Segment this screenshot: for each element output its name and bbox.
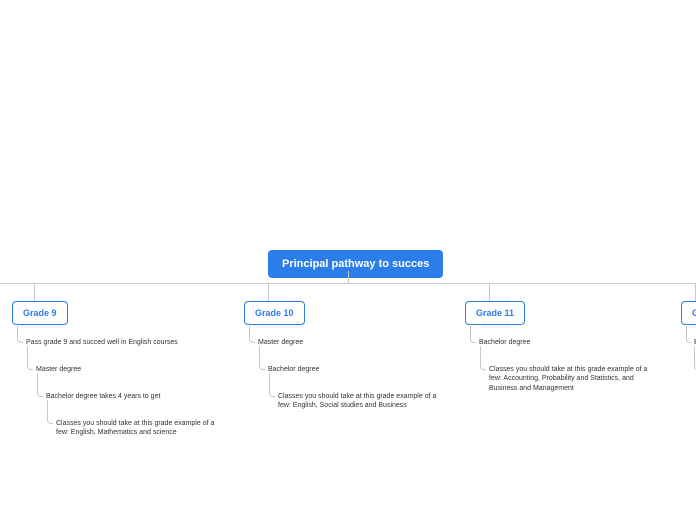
connector [47,400,53,424]
grade-12-node[interactable]: Gra [681,301,696,325]
grade-9-item: Classes you should take at this grade ex… [56,419,226,438]
connector [268,283,269,301]
grade-11-item: Bachelor degree [479,338,530,347]
connector [37,373,43,397]
grade-11-node[interactable]: Grade 11 [465,301,525,325]
connector [348,271,349,283]
connector [269,373,275,397]
mindmap-canvas: Principal pathway to succes Grade 9 Pass… [0,0,696,520]
connector [249,323,255,343]
connector [17,323,23,343]
grade-9-item: Pass grade 9 and succed well in English … [26,338,178,347]
connector [470,323,476,343]
grade-11-item: Classes you should take at this grade ex… [489,365,659,393]
root-node[interactable]: Principal pathway to succes [268,250,443,278]
connector [489,283,490,301]
main-horizontal-line [0,283,696,284]
grade-10-item: Classes you should take at this grade ex… [278,392,448,411]
grade-10-item: Bachelor degree [268,365,319,374]
connector [259,346,265,370]
grade-10-node[interactable]: Grade 10 [244,301,305,325]
grade-9-node[interactable]: Grade 9 [12,301,68,325]
connector [27,346,33,370]
grade-9-item: Bachelor degree takes 4 years to get [46,392,160,401]
connector [686,323,692,343]
connector [34,283,35,301]
connector [480,346,486,370]
